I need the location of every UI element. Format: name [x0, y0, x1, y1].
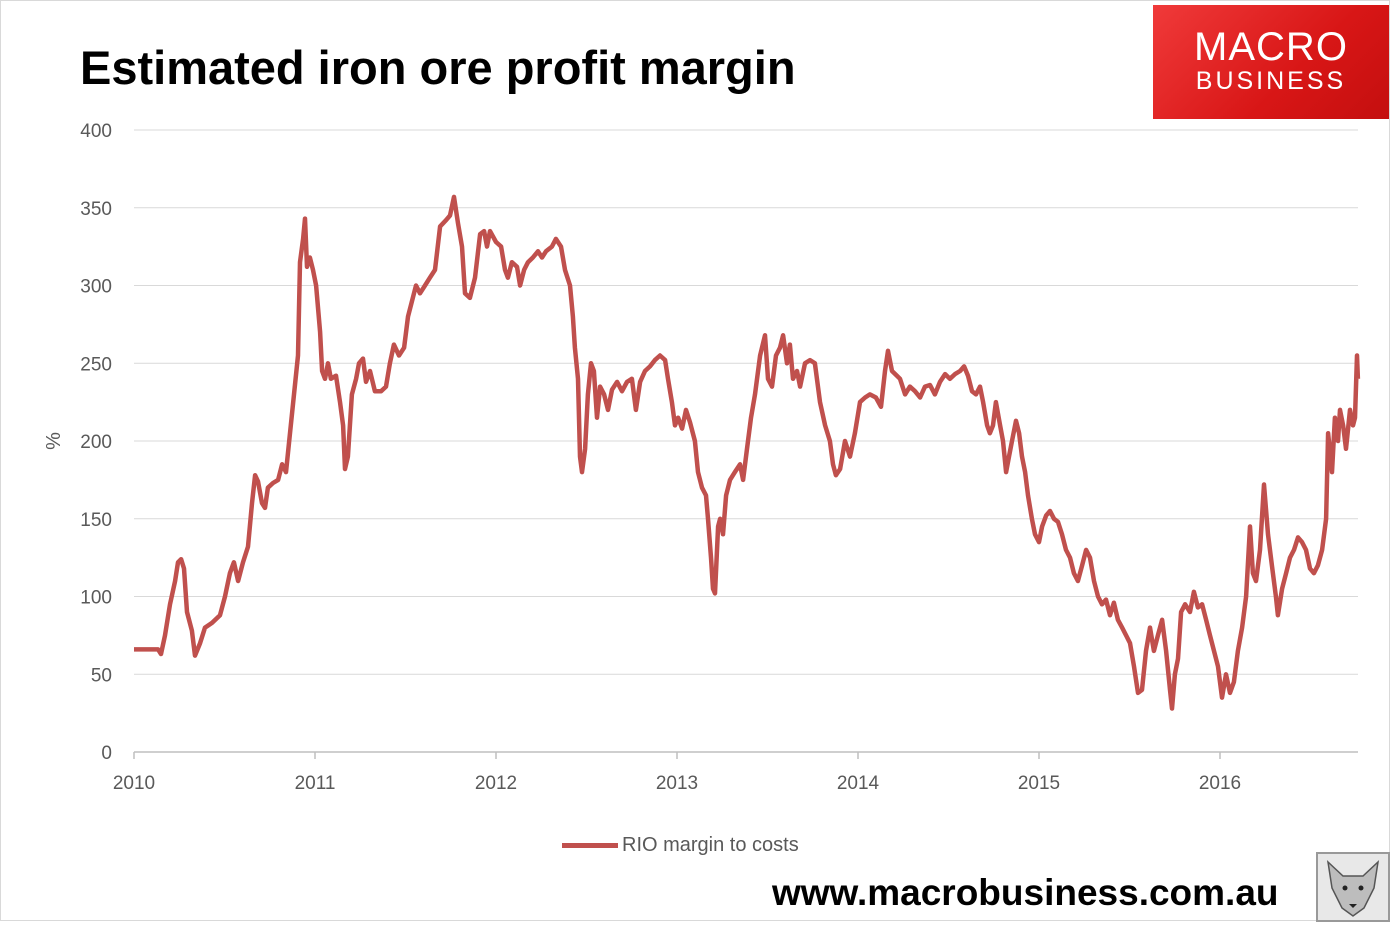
y-tick-label: 200: [80, 432, 112, 453]
x-tick-label: 2012: [475, 773, 517, 794]
y-tick-label: 250: [80, 354, 112, 375]
macrobusiness-logo: MACRO BUSINESS: [1153, 5, 1389, 119]
y-tick-label: 400: [80, 121, 112, 142]
y-tick-label: 300: [80, 277, 112, 298]
y-tick-labels: 0 50 100 150 200 250 300 350 400: [80, 121, 112, 764]
legend-label: RIO margin to costs: [622, 834, 799, 856]
legend: RIO margin to costs: [562, 834, 799, 857]
logo-line2: BUSINESS: [1195, 67, 1347, 95]
y-tick-label: 150: [80, 510, 112, 531]
y-tick-label: 0: [101, 743, 112, 764]
series-line-rio-margin: [134, 194, 1361, 711]
x-tick-label: 2011: [295, 773, 336, 794]
x-tick-label: 2014: [837, 773, 880, 794]
y-axis-label: %: [43, 432, 65, 450]
gridlines: [134, 129, 1358, 753]
x-tick-labels: 2010 2011 2012 2013 2014 2015 2016: [113, 752, 1241, 794]
logo-line1: MACRO: [1194, 25, 1348, 69]
chart-title: Estimated iron ore profit margin: [80, 41, 796, 94]
y-tick-label: 100: [80, 588, 112, 609]
x-tick-label: 2016: [1199, 773, 1241, 794]
x-tick-label: 2013: [656, 773, 698, 794]
website-url: www.macrobusiness.com.au: [772, 872, 1279, 913]
y-tick-label: 50: [91, 665, 112, 686]
wolf-icon: [1316, 852, 1390, 922]
y-tick-label: 350: [80, 199, 112, 220]
x-tick-label: 2010: [113, 773, 155, 794]
legend-swatch: [562, 843, 618, 848]
x-tick-label: 2015: [1018, 773, 1060, 794]
